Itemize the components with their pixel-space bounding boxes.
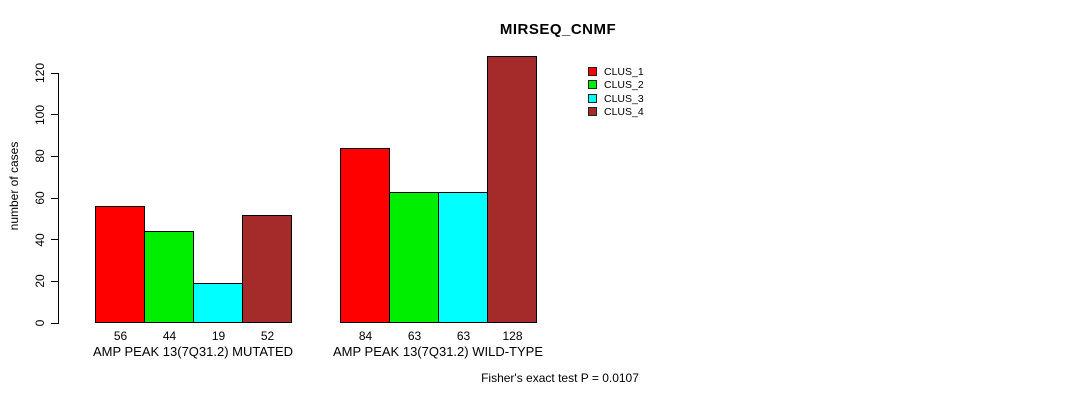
bar-value-label: 128	[502, 329, 523, 343]
y-tick-label: 20	[33, 274, 47, 289]
y-tick-label: 40	[33, 232, 47, 247]
bar-clus_2-group1	[144, 231, 194, 323]
bar-clus_2-group2	[389, 192, 439, 323]
bar-clus_3-group2	[438, 192, 488, 323]
y-axis-line	[58, 73, 59, 324]
legend-label: CLUS_1	[604, 66, 644, 78]
y-tick-mark	[51, 72, 58, 74]
bar-value-label: 44	[162, 329, 177, 343]
y-tick-label: 80	[33, 149, 47, 164]
y-tick-mark	[51, 239, 58, 241]
legend-label: CLUS_3	[604, 92, 644, 105]
x-category-label: AMP PEAK 13(7Q31.2) MUTATED	[92, 344, 294, 359]
x-category-label: AMP PEAK 13(7Q31.2) WILD-TYPE	[333, 344, 543, 359]
y-tick-label: 120	[33, 62, 47, 84]
y-tick-label: 0	[33, 319, 47, 327]
bar-value-label: 52	[260, 329, 275, 343]
legend-swatch-clus_1	[588, 67, 597, 76]
y-tick-mark	[51, 114, 58, 116]
legend-swatch-clus_4	[588, 106, 597, 116]
y-tick-mark	[51, 322, 58, 324]
bar-value-label: 56	[113, 329, 128, 343]
y-axis-label: number of cases	[7, 141, 21, 231]
bar-value-label: 84	[358, 329, 373, 343]
y-tick-mark	[51, 155, 58, 157]
legend-swatch-clus_3	[588, 93, 597, 103]
y-tick-label: 60	[33, 191, 47, 205]
bar-clus_1-group1	[95, 206, 145, 323]
legend-swatch-clus_2	[588, 80, 597, 90]
bar-clus_1-group2	[340, 148, 390, 323]
annotation-text: Fisher's exact test P = 0.0107	[481, 371, 639, 385]
chart-title: MIRSEQ_CNMF	[499, 21, 617, 38]
bar-value-label: 19	[211, 329, 226, 343]
bar-clus_4-group1	[242, 215, 292, 323]
legend-label: CLUS_4	[604, 105, 644, 118]
bar-clus_4-group2	[487, 56, 537, 323]
y-tick-mark	[51, 197, 58, 199]
y-tick-mark	[51, 280, 58, 282]
y-tick-label: 100	[33, 104, 47, 125]
bar-value-label: 63	[456, 329, 471, 343]
bar-clus_3-group1	[193, 283, 243, 323]
bar-value-label: 63	[407, 329, 422, 343]
legend-label: CLUS_2	[604, 79, 644, 92]
